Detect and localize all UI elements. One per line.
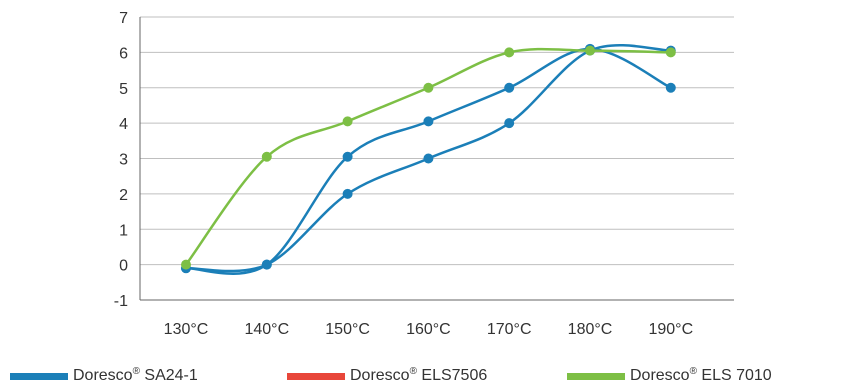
data-point [342, 116, 353, 127]
data-point [423, 153, 434, 164]
y-tick-label: 0 [119, 258, 128, 275]
data-point [504, 47, 515, 58]
data-point [585, 45, 595, 56]
x-tick-label: 180°C [568, 321, 613, 338]
data-point [342, 188, 353, 199]
data-point [261, 151, 272, 162]
y-tick-label: 6 [119, 45, 128, 62]
y-tick-label: -1 [114, 293, 128, 310]
y-tick-label: 3 [119, 152, 128, 169]
y-tick-label: 4 [119, 116, 128, 133]
legend-label: Doresco® SA24-1 [73, 366, 198, 384]
x-tick-label: 170°C [487, 321, 532, 338]
legend-swatch [10, 373, 68, 380]
x-tick-label: 160°C [406, 321, 451, 338]
data-point [423, 82, 434, 93]
y-tick-label: 7 [119, 10, 128, 27]
legend-swatch [567, 373, 625, 380]
data-point [665, 82, 676, 93]
legend-label: Doresco® ELS7506 [350, 366, 487, 384]
y-tick-label: 5 [119, 81, 128, 98]
x-tick-label: 130°C [164, 321, 209, 338]
y-tick-label: 1 [119, 222, 128, 239]
x-tick-label: 140°C [244, 321, 289, 338]
data-point [261, 259, 272, 270]
x-tick-label: 190°C [648, 321, 693, 338]
data-point [504, 82, 515, 93]
legend-swatch [287, 373, 345, 380]
data-point [181, 259, 191, 270]
y-tick-label: 2 [119, 187, 128, 204]
data-point [423, 116, 434, 127]
x-tick-label: 150°C [325, 321, 370, 338]
data-point [504, 118, 515, 129]
legend-label: Doresco® ELS 7010 [630, 366, 772, 384]
data-point [665, 47, 676, 58]
data-point [342, 151, 353, 162]
